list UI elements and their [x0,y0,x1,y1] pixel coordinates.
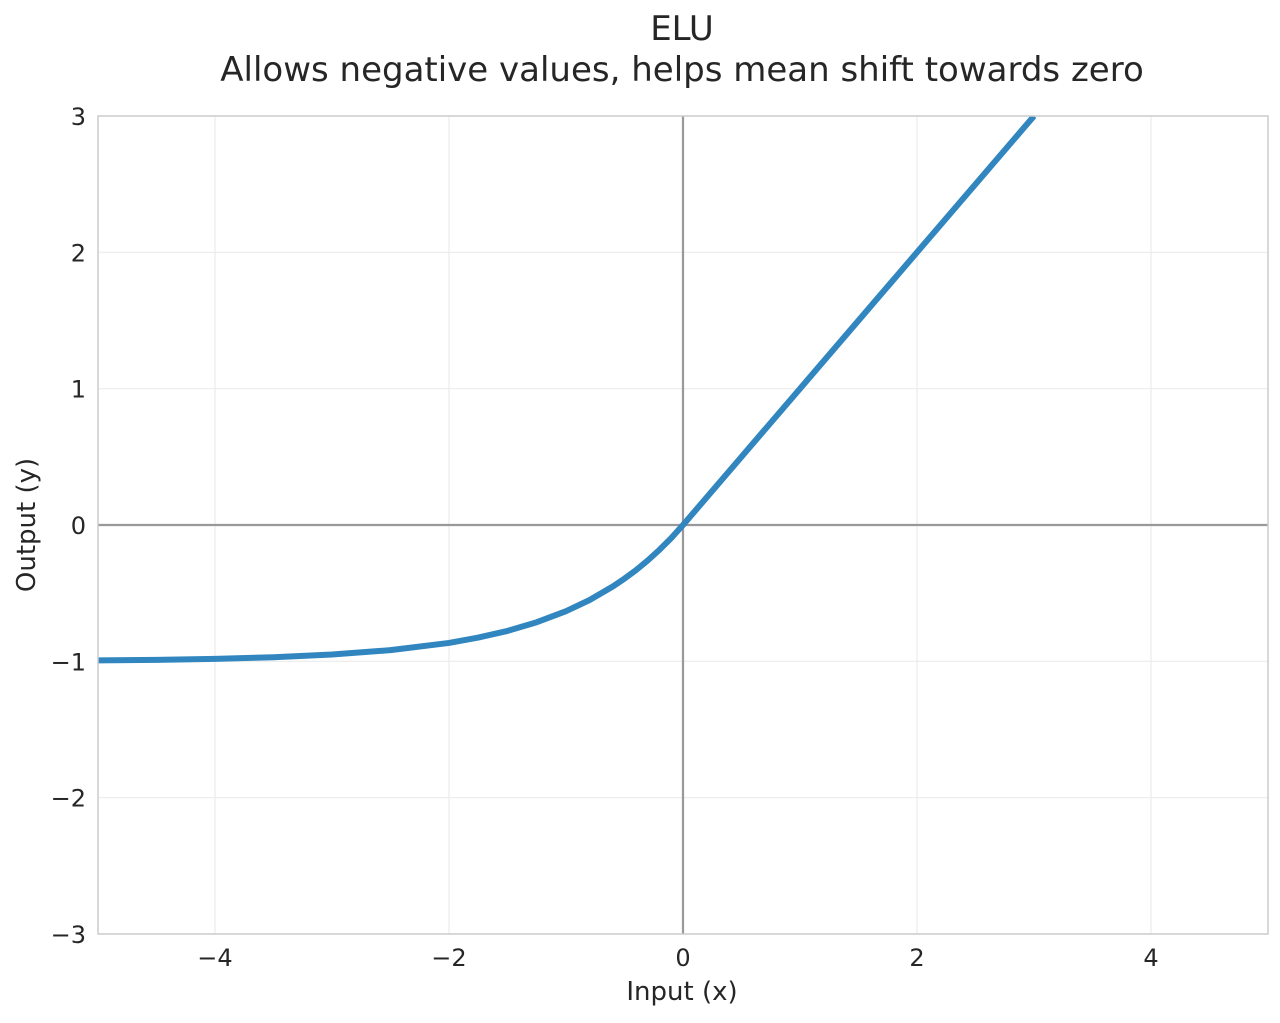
x-tick-label: 4 [1143,944,1158,972]
y-tick-label: −3 [51,921,86,949]
y-tick-label: 2 [71,239,86,267]
plot-frame [97,115,1269,935]
y-axis-label: Output (y) [12,458,42,592]
y-tick-label: −1 [51,648,86,676]
series-layer [98,116,1037,664]
y-tick-label: 1 [71,376,86,404]
x-tick-label: 2 [909,944,924,972]
plot-border [97,115,1269,935]
y-tick-labels: −3 −2 −1 0 1 2 3 [51,103,86,949]
elu-series-line [98,116,1037,664]
x-tick-label: 0 [675,944,690,972]
x-tick-label: −2 [431,944,466,972]
y-tick-label: 3 [71,103,86,131]
chart-subtitle: Allows negative values, helps mean shift… [220,50,1144,90]
y-tick-label: 0 [71,512,86,540]
x-axis-label: Input (x) [626,977,737,1007]
chart-title: ELU [650,9,714,49]
y-tick-label: −2 [51,785,86,813]
x-tick-label: −4 [197,944,232,972]
x-tick-labels: −4 −2 0 2 4 [197,944,1158,972]
